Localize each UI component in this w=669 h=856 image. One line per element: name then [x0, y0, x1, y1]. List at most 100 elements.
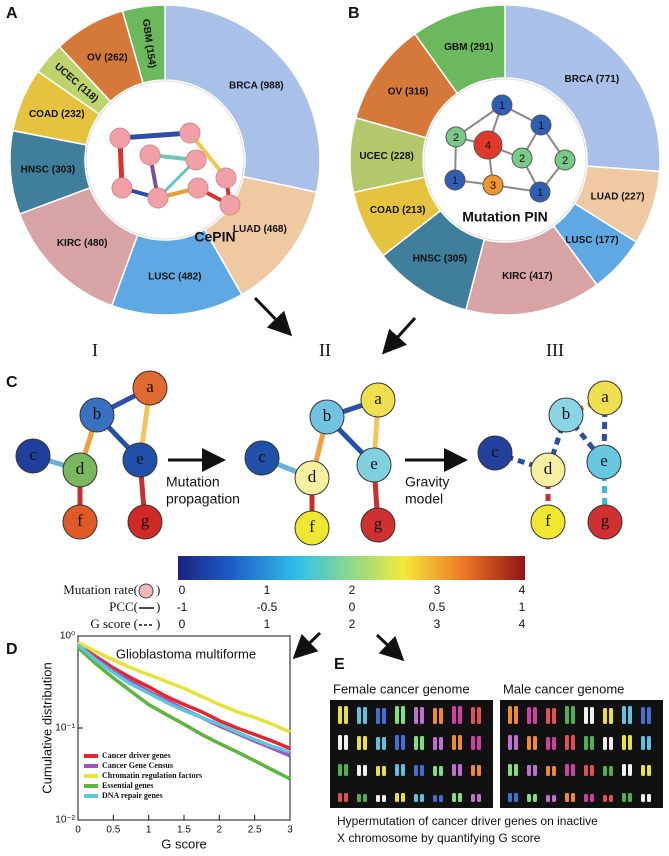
chromosome	[477, 794, 481, 802]
network-node	[360, 382, 396, 418]
step-label: model	[405, 491, 443, 507]
network-node	[587, 504, 623, 540]
chromosome	[565, 764, 569, 776]
center-label: CePIN	[194, 229, 235, 245]
chromosome	[376, 795, 380, 802]
node-label: 2	[562, 155, 568, 167]
network-node	[586, 444, 622, 480]
chromosome	[376, 737, 380, 750]
chromosome	[565, 793, 569, 802]
legend-symbol	[138, 583, 154, 599]
node-label: g	[601, 511, 610, 530]
slice-label: OV (262)	[87, 52, 128, 63]
chromosome	[584, 736, 588, 750]
node-label: 1	[452, 175, 458, 187]
chromosome	[376, 766, 380, 776]
network-node	[139, 144, 161, 166]
network-node	[147, 187, 169, 209]
node-label: 1	[499, 100, 505, 112]
chromosome	[546, 766, 550, 776]
node-label: e	[136, 449, 144, 468]
step-label: Mutation	[166, 474, 220, 490]
slice-label: KIRC (480)	[57, 238, 108, 249]
chromosome	[527, 765, 531, 776]
node-label: e	[600, 451, 608, 470]
x-tick-label: 2.5	[248, 825, 262, 836]
chromosome	[552, 766, 556, 776]
chromosome	[514, 764, 518, 776]
arrow	[253, 296, 293, 337]
node-label: f	[545, 511, 551, 530]
chromosome	[452, 735, 456, 750]
slice-label: KIRC (417)	[502, 271, 553, 282]
chromosome	[338, 706, 342, 724]
chromosome	[514, 706, 518, 724]
network-node	[511, 147, 533, 169]
chromosome	[641, 707, 645, 724]
chromosome	[571, 793, 575, 802]
network-edge	[494, 450, 549, 473]
network-node	[185, 149, 207, 171]
chromosome	[628, 735, 632, 750]
colorbar-tick-label: -1	[177, 600, 188, 614]
chromosome	[344, 764, 348, 776]
network-node	[132, 370, 168, 406]
chromosome	[584, 765, 588, 776]
slice-label: BRCA (988)	[229, 81, 284, 92]
node-label: b	[323, 406, 332, 425]
network-node	[548, 397, 584, 433]
chromosome	[546, 708, 550, 724]
node-label: g	[141, 511, 150, 530]
x-tick-label: 2	[217, 825, 223, 836]
chromosome	[382, 737, 386, 750]
network-node	[244, 440, 280, 476]
network-node	[179, 122, 201, 144]
chromosome	[420, 765, 424, 776]
panel-letter: C	[6, 374, 18, 391]
chromosome	[395, 764, 399, 776]
donut-slice	[504, 4, 661, 173]
chromosome	[471, 736, 475, 750]
node-label: b	[93, 404, 102, 423]
arrow	[375, 633, 405, 662]
chromosome	[433, 737, 437, 750]
chromosome	[433, 795, 437, 802]
chromosome	[395, 706, 399, 724]
chromosome	[458, 735, 462, 750]
colorbar-tick-label: 4	[519, 617, 526, 631]
node-label: a	[146, 377, 154, 396]
chromosome	[477, 736, 481, 750]
network-node	[111, 177, 133, 199]
chromosome	[508, 706, 512, 724]
network-node	[587, 380, 623, 416]
chromosome	[565, 706, 569, 724]
chromosome	[452, 706, 456, 724]
network-node	[445, 126, 467, 148]
panel-letter: E	[334, 656, 345, 673]
x-axis-label: G score	[161, 836, 207, 851]
colorbar-tick-label: 3	[434, 617, 441, 631]
colorbar-row-end: )	[156, 582, 160, 597]
chromosome	[533, 707, 537, 724]
series-line	[76, 643, 291, 754]
colorbar-tick-label: 0	[179, 583, 186, 597]
colorbar-tick-label: 1	[519, 600, 526, 614]
node-label: a	[601, 387, 609, 406]
chromosome	[458, 764, 462, 776]
center-label: Mutation PIN	[462, 209, 548, 225]
stage-label: I	[92, 340, 98, 360]
chromosome	[420, 736, 424, 750]
chromosome	[508, 793, 512, 802]
chromosome	[628, 706, 632, 724]
node-label: 1	[537, 187, 543, 199]
chromosome	[609, 708, 613, 724]
chromosome	[452, 793, 456, 802]
node-label: f	[309, 517, 315, 536]
chromosome	[609, 737, 613, 750]
chromosome	[641, 794, 645, 802]
network-node	[444, 169, 466, 191]
y-tick-label: 10⁻¹	[55, 723, 75, 734]
karyotype-title: Female cancer genome	[333, 681, 470, 696]
colorbar-tick-label: 1	[264, 583, 271, 597]
network-node	[554, 149, 576, 171]
